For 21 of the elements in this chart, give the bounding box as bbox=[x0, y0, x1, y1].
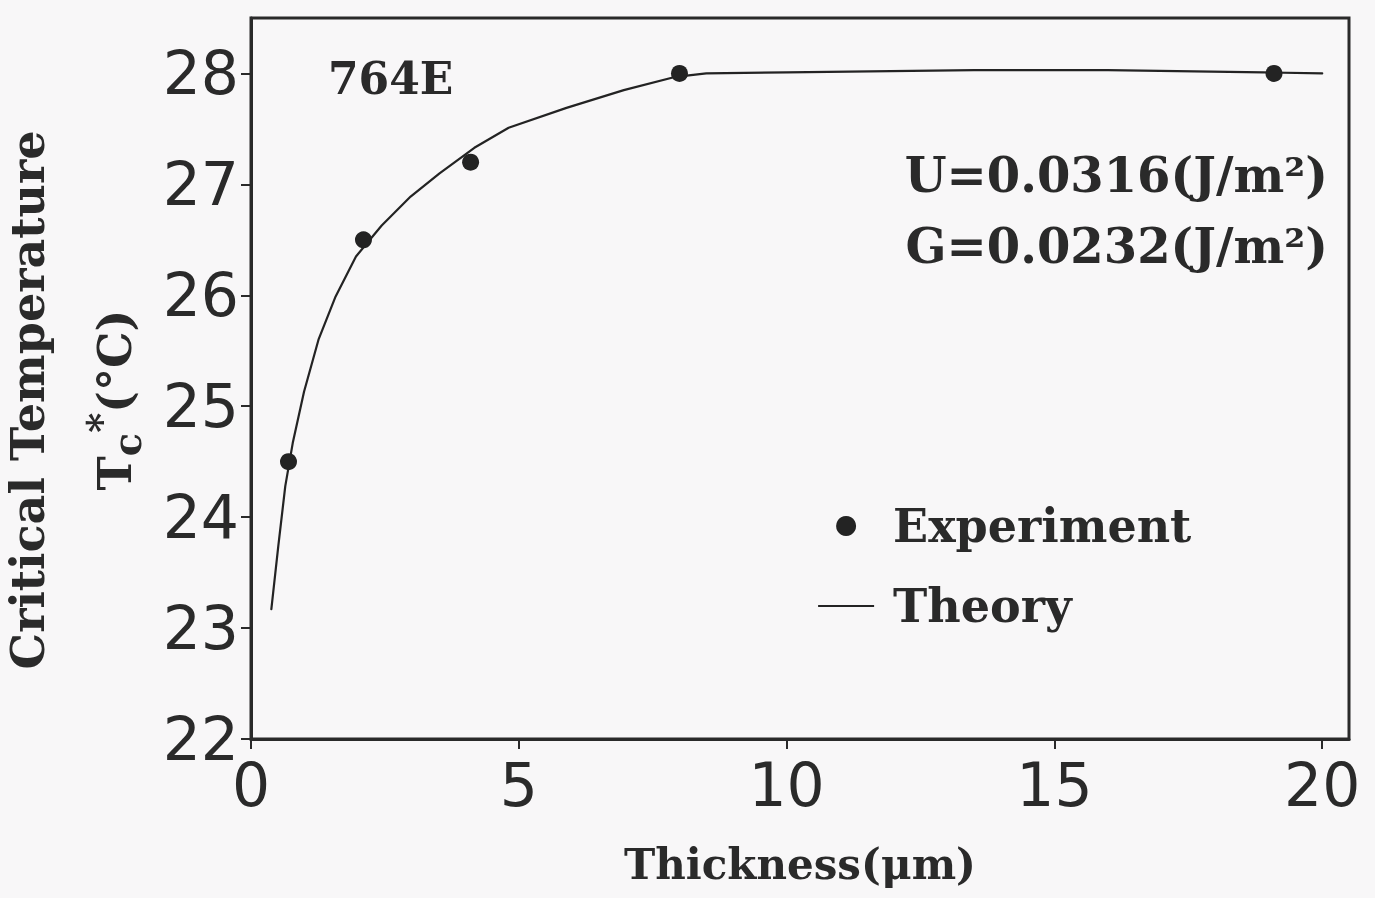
legend-label: Experiment bbox=[893, 499, 1193, 553]
annotation: G=0.0232(J/m²) bbox=[905, 218, 1328, 275]
y-tick-label: 27 bbox=[162, 149, 239, 220]
annotation: 764E bbox=[328, 52, 454, 105]
x-tick-label: 10 bbox=[748, 750, 825, 820]
x-axis-title: Thickness(μm) bbox=[624, 839, 976, 889]
legend-label: Theory bbox=[893, 579, 1073, 633]
y-tick-label: 28 bbox=[162, 38, 239, 109]
x-tick-label: 5 bbox=[499, 750, 538, 820]
y-tick-label: 24 bbox=[162, 482, 239, 553]
x-tick-label: 20 bbox=[1284, 750, 1361, 820]
point bbox=[1265, 64, 1283, 82]
y-tick-label: 25 bbox=[162, 371, 239, 442]
point bbox=[280, 453, 297, 471]
point bbox=[462, 153, 480, 171]
x-tick-label: 15 bbox=[1016, 750, 1093, 820]
point bbox=[671, 64, 688, 82]
y-tick-label: 26 bbox=[162, 260, 239, 331]
annotation: U=0.0316(J/m²) bbox=[904, 147, 1328, 204]
y-tick-label: 23 bbox=[162, 593, 239, 664]
point bbox=[355, 231, 372, 249]
